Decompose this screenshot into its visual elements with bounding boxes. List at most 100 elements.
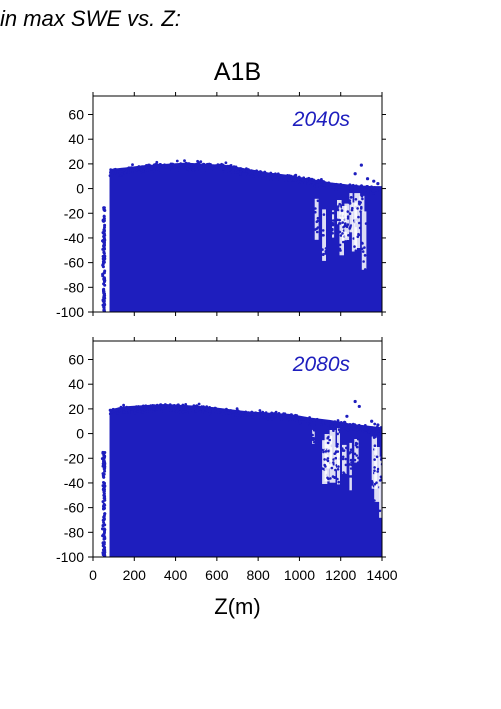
y-tick-label: 60 bbox=[68, 107, 84, 123]
scatter-point bbox=[372, 179, 376, 183]
scatter-point bbox=[331, 188, 335, 192]
x-tick-label: 1400 bbox=[366, 567, 397, 583]
scatter-point bbox=[338, 218, 342, 222]
scatter-point bbox=[316, 226, 320, 229]
scatter-point bbox=[103, 552, 107, 556]
scatter-point bbox=[146, 410, 149, 414]
scatter-point bbox=[354, 198, 358, 201]
scatter-point bbox=[376, 467, 380, 471]
scatter-point bbox=[141, 166, 145, 169]
scatter-point bbox=[334, 456, 338, 460]
scatter-point bbox=[336, 420, 340, 424]
scatter-point bbox=[158, 404, 162, 408]
scatter-point bbox=[269, 171, 273, 175]
scatter-point bbox=[175, 167, 179, 171]
sparse-gap bbox=[359, 195, 365, 213]
scatter-point bbox=[317, 424, 321, 428]
scatter-point bbox=[103, 512, 107, 516]
scatter-point bbox=[349, 196, 353, 199]
scatter-point bbox=[353, 172, 357, 176]
scatter-point bbox=[101, 257, 105, 261]
scatter-point bbox=[289, 414, 292, 418]
scatter-point bbox=[130, 410, 134, 414]
scatter-point bbox=[276, 176, 280, 180]
sparse-gap bbox=[354, 439, 359, 463]
scatter-point bbox=[351, 206, 354, 210]
scatter-point bbox=[302, 176, 306, 180]
scatter-point bbox=[102, 238, 106, 242]
scatter-point bbox=[268, 414, 271, 418]
scatter-point bbox=[337, 425, 341, 428]
scatter-point bbox=[321, 448, 325, 452]
scatter-point bbox=[379, 429, 382, 433]
scatter-point bbox=[372, 430, 376, 434]
scatter-point bbox=[299, 180, 302, 184]
scatter-point bbox=[286, 415, 289, 419]
scatter-point bbox=[357, 425, 361, 429]
y-tick-label: -80 bbox=[64, 524, 84, 540]
sparse-gap bbox=[374, 447, 380, 502]
scatter-point bbox=[294, 173, 298, 177]
scatter-point bbox=[375, 455, 379, 459]
scatter-point bbox=[338, 202, 342, 206]
scatter-point bbox=[349, 448, 353, 452]
scatter-point bbox=[331, 211, 335, 215]
scatter-point bbox=[309, 180, 312, 184]
panel-title: A1B bbox=[213, 58, 262, 86]
scatter-point bbox=[360, 194, 364, 198]
scatter-point bbox=[102, 241, 106, 245]
scatter-point bbox=[330, 466, 334, 470]
y-tick-label: -20 bbox=[64, 450, 84, 466]
scatter-point bbox=[375, 481, 378, 485]
scatter-point bbox=[208, 412, 211, 416]
scatter-point bbox=[292, 178, 296, 182]
scatter-point bbox=[126, 167, 130, 171]
scatter-point bbox=[316, 216, 320, 220]
scatter-point bbox=[194, 165, 198, 169]
scatter-point bbox=[137, 405, 140, 408]
scatter-point bbox=[145, 165, 149, 169]
scatter-point bbox=[102, 475, 106, 479]
scatter-point bbox=[310, 184, 314, 188]
scatter-point bbox=[250, 169, 253, 173]
scatter-point bbox=[102, 517, 106, 521]
y-tick-label: -60 bbox=[64, 255, 84, 271]
scatter-point bbox=[373, 469, 376, 473]
scatter-point bbox=[356, 437, 360, 441]
scatter-point bbox=[167, 165, 170, 169]
scatter-point bbox=[341, 232, 344, 235]
scatter-point bbox=[122, 167, 126, 171]
scatter-point bbox=[239, 172, 242, 176]
scatter-point bbox=[358, 202, 361, 205]
scatter-point bbox=[372, 189, 376, 193]
scatter-point bbox=[181, 403, 185, 407]
scatter-point bbox=[360, 186, 364, 190]
scatter-points bbox=[100, 399, 382, 557]
scatter-point bbox=[131, 407, 135, 411]
scatter-point bbox=[258, 171, 261, 175]
scatter-point bbox=[289, 174, 293, 178]
scatter-point bbox=[265, 172, 268, 176]
scatter-point bbox=[361, 250, 365, 253]
scatter-point bbox=[102, 260, 106, 264]
y-tick-label: -80 bbox=[64, 279, 84, 295]
scatter-point bbox=[263, 415, 267, 419]
scatter-point bbox=[349, 458, 353, 462]
scatter-point bbox=[324, 247, 328, 250]
scatter-point bbox=[322, 450, 325, 454]
scatter-point bbox=[291, 415, 295, 419]
scatter-point bbox=[101, 527, 104, 531]
scatter-point bbox=[337, 205, 340, 208]
scatter-point bbox=[353, 452, 357, 456]
x-tick-label: 400 bbox=[164, 567, 188, 583]
scatter-point bbox=[350, 461, 353, 464]
scatter-point bbox=[367, 187, 371, 190]
scatter-point bbox=[184, 410, 188, 413]
scatter-point bbox=[248, 416, 252, 420]
scatter-point bbox=[366, 185, 369, 188]
scatter-point bbox=[348, 475, 352, 478]
scatter-point bbox=[131, 169, 134, 172]
y-tick-label: 20 bbox=[68, 401, 84, 417]
scatter-point bbox=[356, 207, 359, 210]
scatter-point bbox=[146, 168, 150, 172]
